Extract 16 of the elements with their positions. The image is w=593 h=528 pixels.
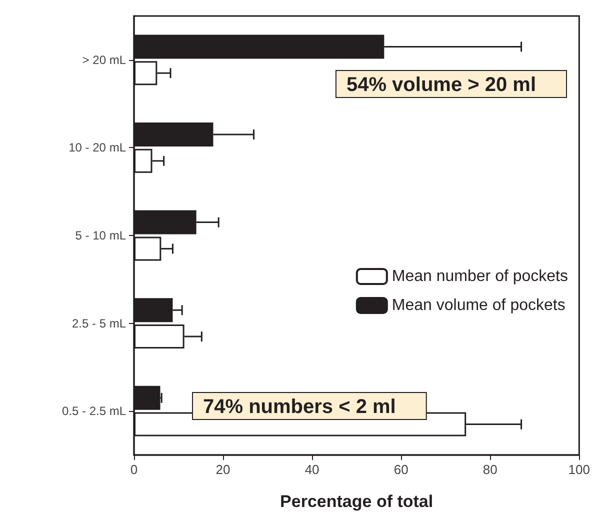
y-tick-label: 0.5 - 2.5 mL [62, 404, 126, 418]
annotation: 74% numbers < 2 ml [203, 396, 396, 418]
y-tick-label: > 20 mL [82, 52, 126, 67]
x-tick-label: 60 [394, 462, 408, 477]
x-tick-label: 40 [304, 462, 320, 477]
x-tick-label: 80 [482, 462, 498, 477]
annotation: 54% volume > 20 ml [346, 74, 536, 96]
legend-label: Mean number of pockets [392, 268, 568, 285]
x-tick-label: 0 [130, 462, 138, 477]
y-tick-label: 5 - 10 mL [75, 228, 126, 242]
y-tick-label: 2.5 - 5 mL [72, 316, 126, 330]
x-tick-label: 20 [216, 462, 230, 477]
y-tick-label: 10 - 20 mL [68, 140, 126, 155]
x-axis-title: Percentage of total [280, 492, 434, 511]
legend-label: Mean volume of pockets [392, 297, 566, 314]
x-tick-label: 100 [568, 462, 590, 477]
